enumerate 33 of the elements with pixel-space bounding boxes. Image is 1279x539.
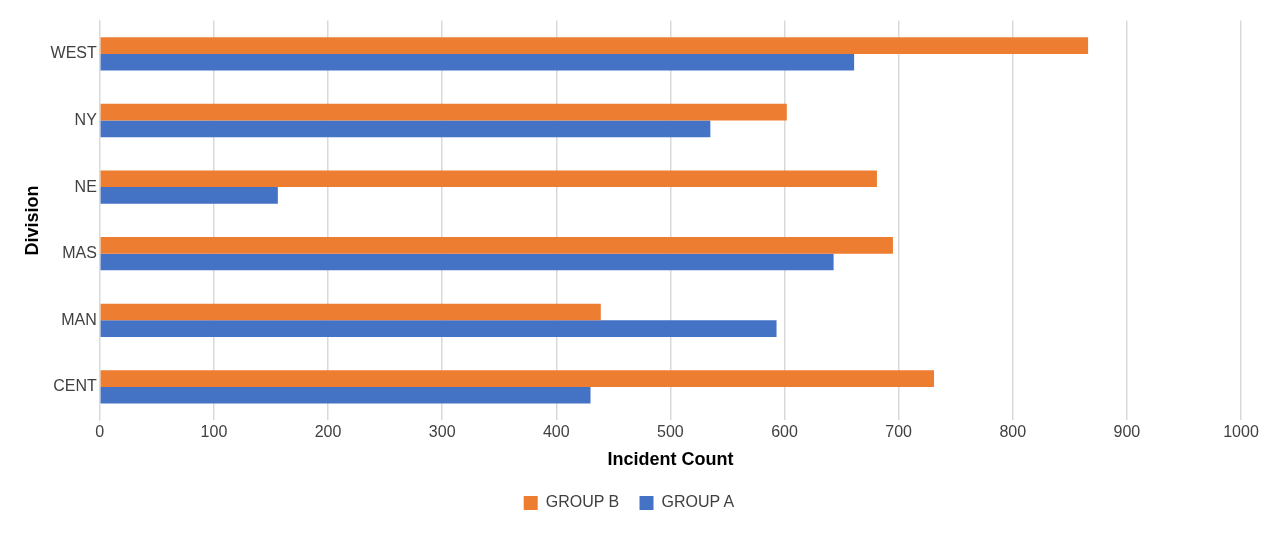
y-tick-label: NE	[74, 177, 97, 195]
x-axis-title: Incident Count	[607, 449, 734, 470]
x-tick-label: 800	[999, 423, 1027, 441]
x-tick-label: 600	[771, 423, 798, 441]
y-tick-label: CENT	[53, 377, 98, 395]
legend-label: GROUP B	[545, 493, 620, 511]
x-tick-label: 1000	[1223, 423, 1259, 441]
bar	[100, 253, 834, 271]
x-tick-label: 0	[95, 423, 105, 441]
y-tick-label: WEST	[50, 44, 98, 62]
bar	[100, 320, 777, 337]
bar	[100, 386, 591, 404]
bar	[100, 187, 278, 204]
x-tick-label: 100	[200, 423, 228, 441]
x-tick-label: 500	[657, 423, 684, 441]
x-tick-label: 200	[314, 423, 342, 441]
bar	[100, 53, 855, 71]
bar	[100, 103, 787, 121]
bar	[100, 303, 601, 321]
x-tick-label: 700	[885, 423, 913, 441]
bar	[100, 237, 893, 254]
y-axis-title: Division	[21, 185, 42, 256]
x-tick-label: 300	[428, 423, 456, 441]
bar	[100, 120, 711, 138]
y-tick-label: MAS	[62, 244, 97, 262]
y-tick-label: MAN	[61, 310, 97, 328]
bar	[100, 370, 935, 387]
bar	[100, 170, 877, 188]
x-tick-label: 900	[1113, 423, 1141, 441]
y-tick-label: NY	[74, 110, 98, 128]
legend-label: GROUP A	[661, 493, 735, 511]
x-tick-label: 400	[542, 423, 570, 441]
bar	[100, 37, 1089, 54]
